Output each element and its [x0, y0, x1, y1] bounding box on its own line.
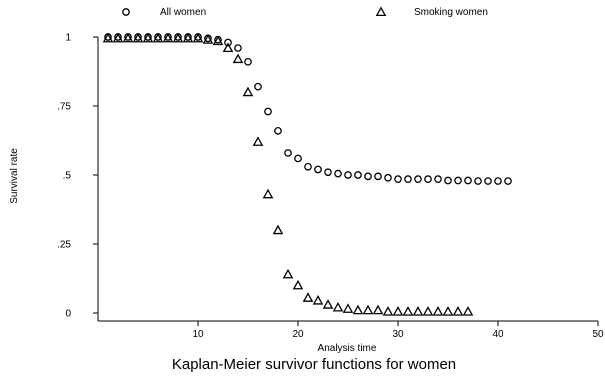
data-point [112, 32, 124, 43]
y-tick-label: .75 [57, 102, 71, 113]
data-point [434, 175, 442, 183]
data-point [394, 175, 402, 183]
data-point [232, 53, 244, 64]
data-point [382, 306, 394, 316]
data-point [224, 38, 232, 47]
x-tick-label: 50 [592, 329, 604, 340]
y-tick-label: .5 [63, 171, 72, 182]
data-point [254, 82, 262, 91]
data-point [494, 177, 502, 185]
axes: 0 .25 .5 .75 1 10 20 30 40 50 [57, 33, 604, 341]
data-point [142, 32, 154, 43]
data-point [452, 306, 464, 316]
data-point [162, 32, 174, 43]
data-point [222, 42, 234, 53]
y-tick-label: 0 [65, 309, 71, 320]
data-point [132, 32, 144, 43]
data-point [264, 107, 272, 116]
data-point [344, 171, 352, 179]
data-point [454, 176, 462, 185]
data-point [294, 154, 302, 163]
legend: All women Smoking women [122, 6, 488, 18]
legend-marker [375, 6, 387, 17]
data-point [442, 306, 454, 316]
data-point [324, 168, 332, 177]
y-axis-label: Survival rate [9, 148, 20, 204]
data-point [422, 306, 434, 316]
data-point [314, 165, 322, 174]
data-point [262, 188, 274, 199]
data-point [384, 173, 392, 182]
data-point [244, 57, 252, 66]
data-point [464, 176, 472, 185]
data-point [462, 306, 474, 316]
x-tick-label: 10 [192, 329, 204, 340]
data-point [122, 32, 134, 43]
data-point [282, 268, 294, 279]
data-point [402, 306, 414, 316]
data-point [444, 176, 452, 185]
legend-marker [122, 8, 130, 16]
data-point [284, 149, 292, 157]
data-point [332, 301, 344, 312]
data-point [334, 169, 342, 178]
data-points [102, 32, 512, 316]
x-axis-label: Analysis time [318, 343, 377, 354]
data-point [292, 279, 304, 290]
data-point [474, 177, 482, 185]
data-point [202, 34, 214, 44]
data-point [242, 86, 254, 97]
data-point [414, 175, 422, 183]
data-point [274, 126, 282, 135]
data-point [372, 304, 384, 315]
x-tick-label: 30 [392, 329, 404, 340]
data-point [152, 32, 164, 43]
data-point [192, 32, 204, 43]
data-point [304, 162, 312, 171]
series-triangle [102, 32, 474, 316]
y-ticks: 0 .25 .5 .75 1 [57, 33, 98, 320]
data-point [404, 175, 412, 183]
data-point [252, 136, 264, 146]
y-tick-label: 1 [65, 33, 71, 44]
data-point [322, 299, 334, 309]
data-point [364, 172, 372, 181]
data-point [182, 32, 194, 43]
legend-label: All women [160, 7, 206, 18]
x-ticks: 10 20 30 40 50 [192, 321, 604, 340]
data-point [424, 175, 432, 183]
chart-caption: Kaplan-Meier survivor functions for wome… [172, 356, 456, 373]
data-point [354, 171, 362, 179]
data-point [374, 172, 382, 181]
y-tick-label: .25 [57, 240, 71, 251]
x-tick-label: 40 [492, 329, 504, 340]
data-point [412, 306, 424, 316]
data-point [342, 303, 354, 313]
data-point [272, 224, 284, 235]
data-point [392, 306, 404, 316]
data-point [312, 295, 324, 305]
data-point [352, 304, 364, 315]
legend-item: Smoking women [375, 6, 488, 18]
legend-label: Smoking women [414, 7, 488, 18]
data-point [234, 44, 242, 52]
data-point [432, 306, 444, 316]
data-point [102, 32, 114, 43]
data-point [172, 32, 184, 43]
legend-item: All women [122, 7, 206, 18]
data-point [362, 304, 374, 315]
series-circle [104, 33, 512, 185]
data-point [484, 177, 492, 185]
data-point [212, 35, 224, 46]
data-point [302, 292, 314, 302]
data-point [504, 177, 512, 185]
x-tick-label: 20 [292, 329, 304, 340]
